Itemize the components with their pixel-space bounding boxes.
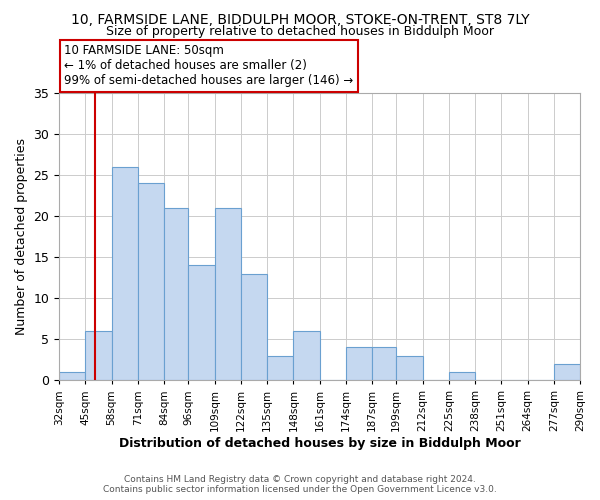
Bar <box>188 266 215 380</box>
Bar <box>267 356 293 380</box>
Text: 10 FARMSIDE LANE: 50sqm
← 1% of detached houses are smaller (2)
99% of semi-deta: 10 FARMSIDE LANE: 50sqm ← 1% of detached… <box>64 44 353 88</box>
Bar <box>554 364 580 380</box>
Bar <box>396 356 422 380</box>
Bar <box>215 208 241 380</box>
Text: 10, FARMSIDE LANE, BIDDULPH MOOR, STOKE-ON-TRENT, ST8 7LY: 10, FARMSIDE LANE, BIDDULPH MOOR, STOKE-… <box>71 12 529 26</box>
Bar <box>138 184 164 380</box>
Bar <box>59 372 85 380</box>
Bar <box>85 331 112 380</box>
Text: Contains HM Land Registry data © Crown copyright and database right 2024.
Contai: Contains HM Land Registry data © Crown c… <box>103 474 497 494</box>
Text: Size of property relative to detached houses in Biddulph Moor: Size of property relative to detached ho… <box>106 25 494 38</box>
Bar <box>449 372 475 380</box>
Bar <box>372 348 396 380</box>
Bar <box>346 348 372 380</box>
Bar <box>293 331 320 380</box>
X-axis label: Distribution of detached houses by size in Biddulph Moor: Distribution of detached houses by size … <box>119 437 520 450</box>
Bar <box>112 167 138 380</box>
Y-axis label: Number of detached properties: Number of detached properties <box>15 138 28 335</box>
Bar <box>164 208 188 380</box>
Bar <box>241 274 267 380</box>
